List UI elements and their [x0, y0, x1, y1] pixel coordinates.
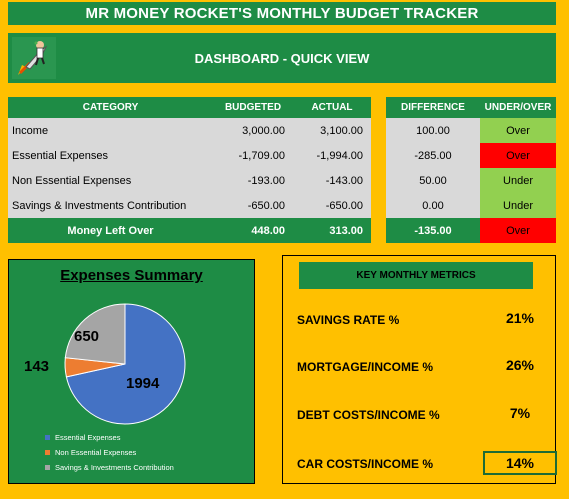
col-header-category: CATEGORY — [8, 97, 213, 118]
pie-slice-essential[interactable] — [65, 303, 186, 425]
key-metrics-panel: KEY MONTHLY METRICS SAVINGS RATE % 21% M… — [282, 255, 557, 484]
metric-value-mortgage[interactable]: 26% — [505, 357, 535, 373]
metrics-header: KEY MONTHLY METRICS — [299, 262, 533, 289]
status-cell[interactable]: Under — [480, 168, 556, 193]
slice-label-savings: 650 — [74, 328, 100, 345]
metric-label-car-costs: CAR COSTS/INCOME % — [297, 457, 434, 471]
budgeted-cell[interactable]: 3,000.00 — [213, 118, 293, 143]
table-row: 0.00 Under — [386, 193, 556, 218]
table-row: 100.00 Over — [386, 118, 556, 143]
dashboard-title: DASHBOARD - QUICK VIEW — [194, 50, 370, 66]
dashboard-banner: DASHBOARD - QUICK VIEW — [8, 33, 556, 83]
table-header-row: CATEGORY BUDGETED ACTUAL — [8, 97, 371, 118]
legend-swatch — [45, 435, 50, 440]
metric-label-mortgage: MORTGAGE/INCOME % — [297, 360, 434, 374]
status-cell[interactable]: Over — [480, 118, 556, 143]
total-label-cell[interactable]: Money Left Over — [8, 218, 213, 243]
slice-label-non-essential: 143 — [24, 358, 50, 375]
slice-label-essential: 1994 — [126, 375, 160, 392]
expenses-pie-chart[interactable] — [9, 260, 256, 485]
legend-entry: Essential Expenses — [45, 430, 174, 445]
actual-cell[interactable]: -650.00 — [293, 193, 371, 218]
metric-value-savings-rate[interactable]: 21% — [505, 310, 535, 326]
category-cell[interactable]: Savings & Investments Contribution — [8, 193, 213, 218]
metric-value-debt-costs[interactable]: 7% — [509, 405, 531, 421]
actual-cell[interactable]: -143.00 — [293, 168, 371, 193]
metric-label-savings-rate: SAVINGS RATE % — [297, 313, 400, 327]
total-actual-cell[interactable]: 313.00 — [293, 218, 371, 243]
col-header-actual: ACTUAL — [293, 97, 371, 118]
legend-swatch — [45, 465, 50, 470]
rocket-logo-icon — [12, 37, 56, 79]
budgeted-cell[interactable]: -650.00 — [213, 193, 293, 218]
category-cell[interactable]: Non Essential Expenses — [8, 168, 213, 193]
status-cell[interactable]: Under — [480, 193, 556, 218]
table-row: -285.00 Over — [386, 143, 556, 168]
col-header-budgeted: BUDGETED — [213, 97, 293, 118]
legend-label: Savings & Investments Contribution — [55, 463, 174, 472]
table-row: Savings & Investments Contribution -650.… — [8, 193, 371, 218]
total-row: -135.00 Over — [386, 218, 556, 243]
table-row: Essential Expenses -1,709.00 -1,994.00 — [8, 143, 371, 168]
total-row: Money Left Over 448.00 313.00 — [8, 218, 371, 243]
metric-value-car-costs[interactable]: 14% — [483, 451, 557, 475]
table-row: Income 3,000.00 3,100.00 — [8, 118, 371, 143]
legend-label: Essential Expenses — [55, 433, 121, 442]
category-cell[interactable]: Income — [8, 118, 213, 143]
difference-table: DIFFERENCE UNDER/OVER 100.00 Over -285.0… — [386, 97, 556, 243]
col-header-under-over: UNDER/OVER — [480, 97, 556, 118]
table-header-row: DIFFERENCE UNDER/OVER — [386, 97, 556, 118]
budget-table: CATEGORY BUDGETED ACTUAL Income 3,000.00… — [8, 97, 371, 243]
category-cell[interactable]: Essential Expenses — [8, 143, 213, 168]
total-budgeted-cell[interactable]: 448.00 — [213, 218, 293, 243]
actual-cell[interactable]: -1,994.00 — [293, 143, 371, 168]
difference-cell[interactable]: 100.00 — [386, 118, 480, 143]
expenses-chart-panel[interactable]: Expenses Summary 1994 143 650 Essential … — [8, 259, 255, 484]
chart-title: Expenses Summary — [60, 267, 203, 284]
legend-entry: Non Essential Expenses — [45, 445, 174, 460]
legend-swatch — [45, 450, 50, 455]
legend-entry: Savings & Investments Contribution — [45, 460, 174, 475]
actual-cell[interactable]: 3,100.00 — [293, 118, 371, 143]
app-title: MR MONEY ROCKET'S MONTHLY BUDGET TRACKER — [8, 2, 556, 25]
difference-cell[interactable]: 50.00 — [386, 168, 480, 193]
difference-cell[interactable]: 0.00 — [386, 193, 480, 218]
total-difference-cell[interactable]: -135.00 — [386, 218, 480, 243]
legend-label: Non Essential Expenses — [55, 448, 137, 457]
budgeted-cell[interactable]: -1,709.00 — [213, 143, 293, 168]
table-row: Non Essential Expenses -193.00 -143.00 — [8, 168, 371, 193]
budgeted-cell[interactable]: -193.00 — [213, 168, 293, 193]
status-cell[interactable]: Over — [480, 143, 556, 168]
total-status-cell[interactable]: Over — [480, 218, 556, 243]
col-header-difference: DIFFERENCE — [386, 97, 480, 118]
table-row: 50.00 Under — [386, 168, 556, 193]
chart-legend: Essential Expenses Non Essential Expense… — [45, 430, 174, 475]
difference-cell[interactable]: -285.00 — [386, 143, 480, 168]
pie-slice-savings[interactable] — [64, 303, 126, 365]
metric-label-debt-costs: DEBT COSTS/INCOME % — [297, 408, 440, 422]
